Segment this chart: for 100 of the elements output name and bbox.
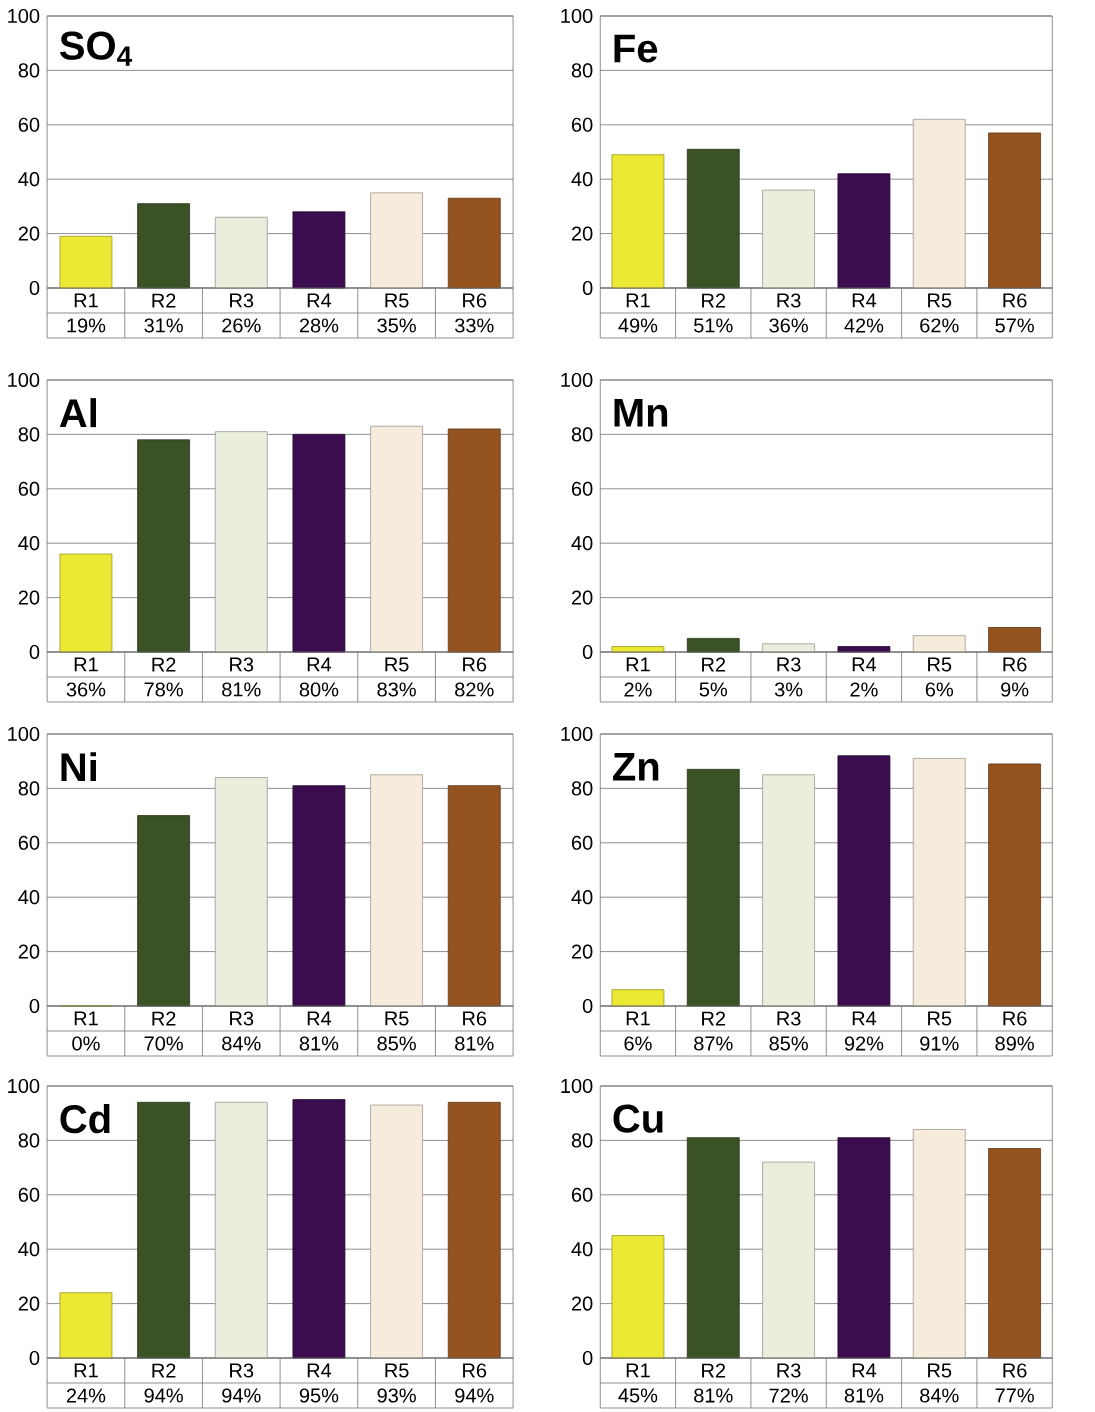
x-tick-label: R4	[852, 657, 877, 672]
data-label: 35%	[377, 318, 416, 333]
y-tick-label: 20	[18, 944, 40, 959]
x-tick-label: R4	[307, 1363, 332, 1378]
data-label: 82%	[455, 682, 494, 697]
data-label: 36%	[66, 682, 106, 697]
data-label: 70%	[144, 1036, 183, 1051]
data-label: 45%	[618, 1388, 658, 1403]
data-label: 9%	[1001, 682, 1029, 697]
data-label: 77%	[995, 1388, 1034, 1403]
y-tick-label: 40	[571, 536, 593, 551]
data-label: 81%	[299, 1036, 339, 1051]
x-tick-label: R2	[152, 1011, 176, 1026]
y-tick-label: 60	[571, 481, 593, 496]
data-label: 84%	[222, 1036, 261, 1051]
data-label: 78%	[144, 682, 183, 697]
data-label: 85%	[769, 1036, 808, 1051]
x-tick-label: R5	[928, 1011, 952, 1026]
x-tick-label: R3	[230, 1011, 254, 1026]
y-tick-label: 40	[571, 890, 593, 905]
y-tick-label: 60	[571, 117, 593, 132]
y-tick-label: 0	[29, 998, 40, 1014]
y-tick-label: 20	[571, 590, 593, 605]
x-tick-label: R4	[307, 293, 332, 308]
data-label: 36%	[769, 318, 808, 333]
y-tick-label: 40	[18, 172, 40, 187]
y-tick-label: 20	[18, 1296, 40, 1311]
x-tick-label: R2	[702, 1011, 726, 1026]
y-tick-label: 0	[29, 1350, 40, 1366]
data-label: 89%	[995, 1036, 1034, 1051]
data-label: 83%	[377, 682, 416, 697]
y-tick-label: 0	[582, 280, 593, 296]
x-tick-label: R6	[1003, 293, 1027, 308]
data-label: 87%	[694, 1036, 733, 1051]
y-tick-label: 80	[571, 427, 593, 442]
data-label: 6%	[925, 682, 954, 697]
x-tick-label: R6	[463, 293, 487, 308]
y-tick-label: 60	[571, 835, 593, 850]
chart-title: Zn	[613, 752, 659, 781]
y-tick-label: 0	[582, 1350, 593, 1366]
x-tick-label: R4	[307, 657, 332, 672]
data-label: 95%	[299, 1388, 339, 1403]
x-tick-label: R2	[152, 657, 176, 672]
y-tick-label: 80	[18, 427, 40, 442]
data-label: 93%	[377, 1388, 416, 1403]
y-tick-label: 80	[571, 1133, 593, 1148]
x-tick-label: R1	[626, 657, 650, 672]
data-label: 31%	[144, 318, 183, 333]
y-tick-label: 60	[18, 1187, 40, 1202]
data-label: 28%	[299, 318, 339, 333]
data-label: 42%	[844, 318, 884, 333]
data-label: 94%	[455, 1388, 494, 1403]
y-tick-label: 100	[561, 8, 593, 24]
chart-title: Mn	[614, 398, 668, 427]
y-tick-label: 0	[582, 998, 593, 1014]
y-tick-label: 100	[561, 372, 593, 388]
x-tick-label: R1	[626, 1011, 650, 1026]
data-label: 2%	[624, 682, 652, 697]
x-tick-label: R5	[928, 293, 952, 308]
data-label: 81%	[694, 1388, 733, 1403]
y-tick-label: 40	[18, 890, 40, 905]
x-tick-label: R6	[1003, 657, 1027, 672]
x-tick-label: R3	[777, 657, 801, 672]
x-tick-label: R2	[702, 1363, 726, 1378]
x-tick-label: R1	[626, 1363, 650, 1378]
y-tick-label: 20	[18, 590, 40, 605]
y-tick-label: 100	[8, 8, 40, 24]
data-label: 62%	[920, 318, 959, 333]
y-tick-label: 60	[18, 835, 40, 850]
x-tick-label: R2	[702, 293, 726, 308]
y-tick-label: 0	[582, 644, 593, 660]
x-tick-label: R1	[74, 657, 98, 672]
x-tick-label: R5	[385, 293, 409, 308]
x-tick-label: R2	[702, 657, 726, 672]
y-tick-label: 20	[571, 1296, 593, 1311]
y-tick-label: 20	[571, 226, 593, 241]
data-label: 33%	[455, 318, 494, 333]
data-label: 19%	[67, 318, 106, 333]
x-tick-label: R3	[230, 1363, 254, 1378]
x-tick-label: R5	[385, 1011, 409, 1026]
y-tick-label: 100	[8, 372, 40, 388]
y-tick-label: 40	[571, 1242, 593, 1257]
y-tick-label: 20	[18, 226, 40, 241]
y-tick-label: 100	[8, 1078, 40, 1094]
data-label: 0%	[72, 1036, 100, 1051]
x-tick-label: R3	[777, 1011, 801, 1026]
x-tick-label: R3	[230, 657, 254, 672]
x-tick-label: R3	[230, 293, 254, 308]
data-label: 91%	[920, 1036, 959, 1051]
data-label: 81%	[455, 1036, 494, 1051]
chart-title: Al	[59, 398, 97, 428]
data-label: 3%	[774, 682, 803, 697]
y-tick-label: 100	[561, 726, 593, 742]
chart-title: Ni	[61, 752, 97, 782]
chart-title: Cd	[60, 1103, 110, 1134]
x-tick-label: R4	[852, 1011, 877, 1026]
data-label: 81%	[222, 682, 261, 697]
y-tick-label: 80	[571, 63, 593, 78]
data-label: 85%	[377, 1036, 416, 1051]
data-label: 94%	[144, 1388, 183, 1403]
